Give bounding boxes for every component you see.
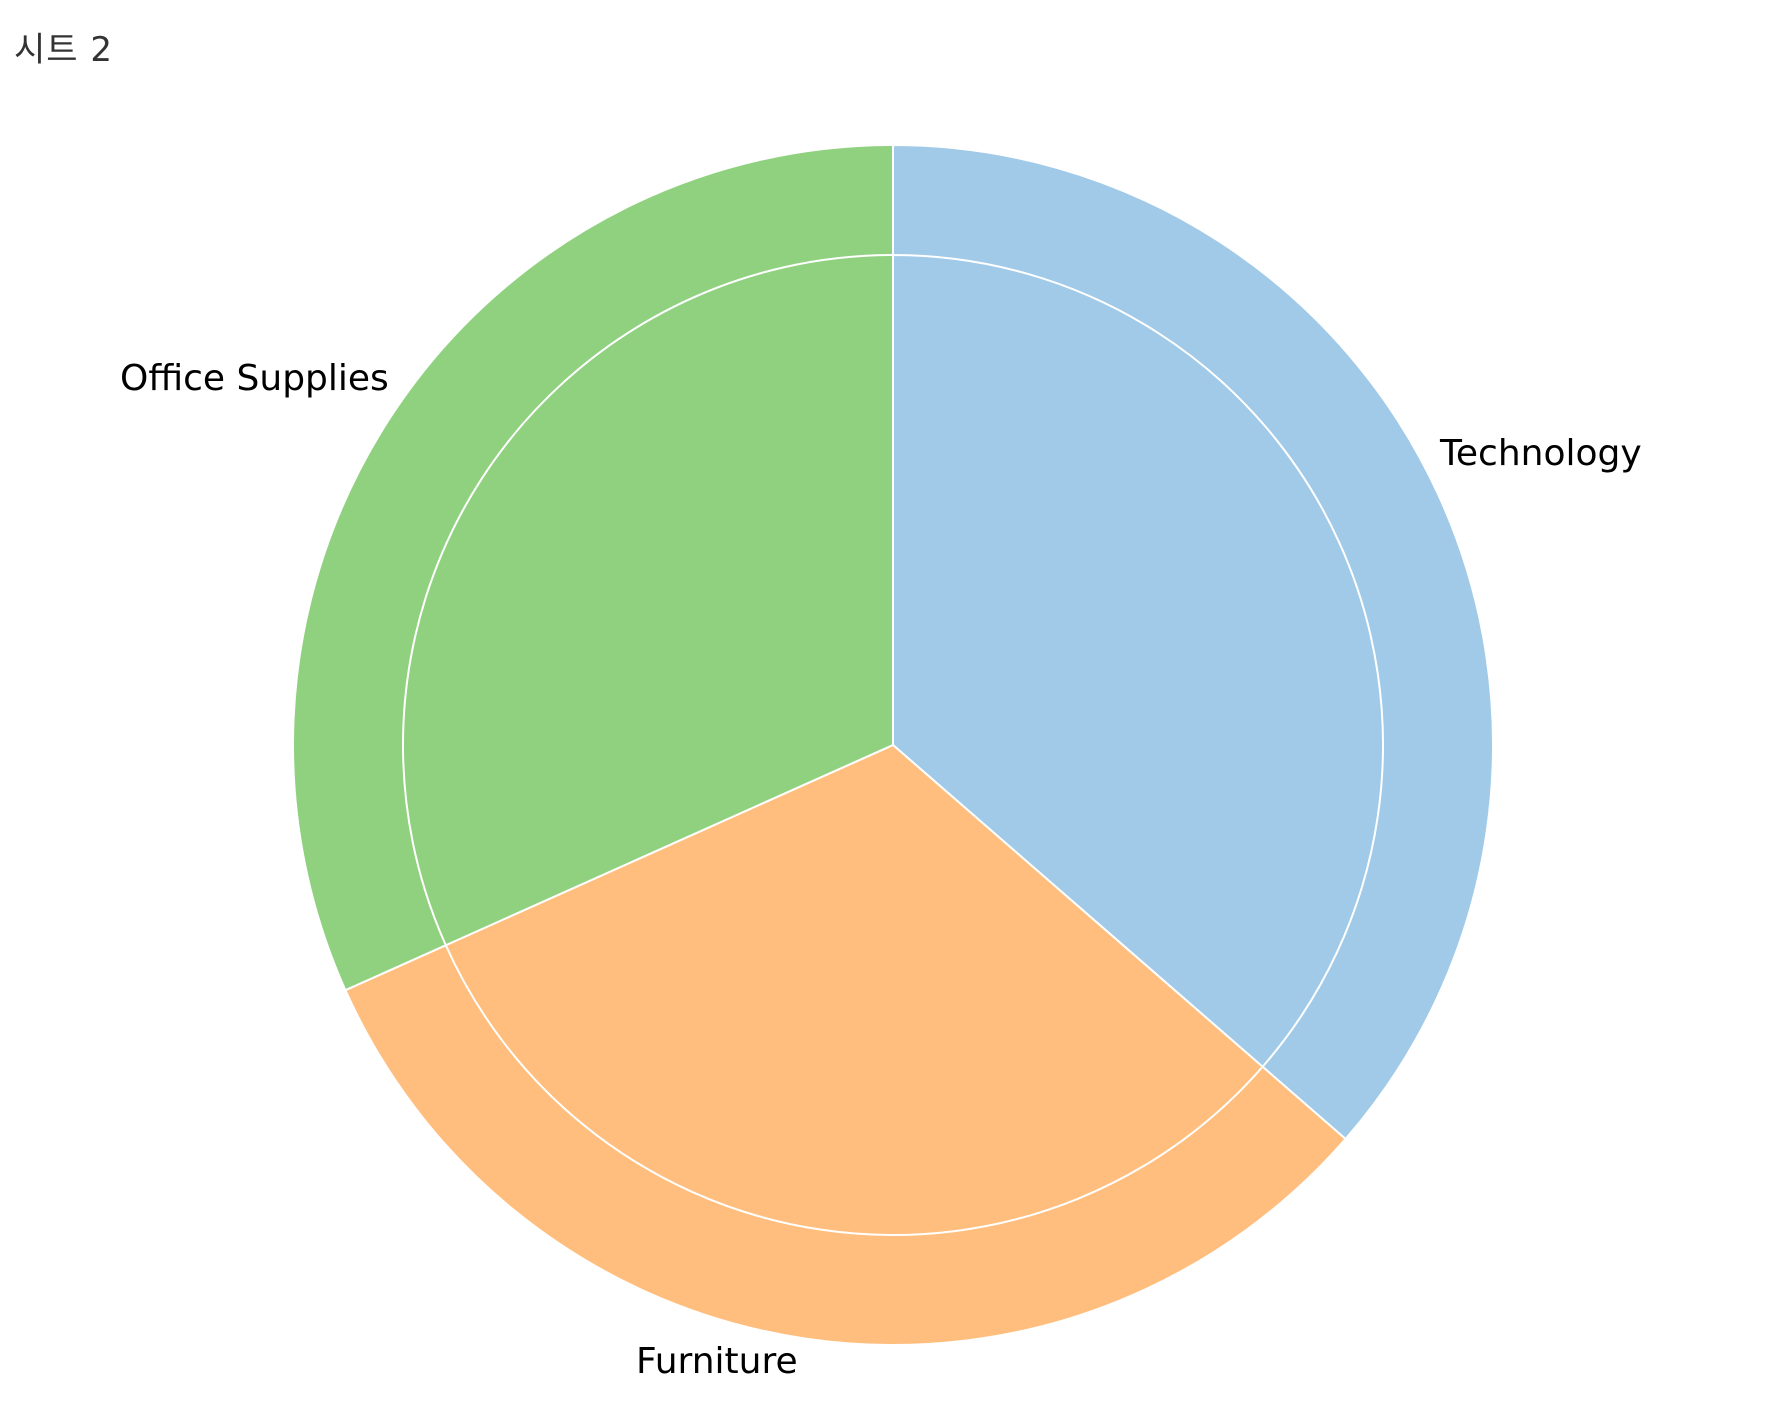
- inner-slice-furniture[interactable]: [444, 743, 1264, 1237]
- slice-label-office-supplies: Office Supplies: [120, 358, 389, 399]
- slice-label-furniture: Furniture: [636, 1341, 798, 1382]
- inner-slice-technology[interactable]: [892, 253, 1384, 1069]
- inner-pie: [402, 253, 1384, 1237]
- inner-slice-office-supplies[interactable]: [402, 253, 894, 947]
- slice-label-technology: Technology: [1439, 433, 1642, 474]
- sheet-title: 시트 2: [14, 30, 113, 70]
- slice-labels: Technology Furniture Office Supplies: [120, 358, 1642, 1382]
